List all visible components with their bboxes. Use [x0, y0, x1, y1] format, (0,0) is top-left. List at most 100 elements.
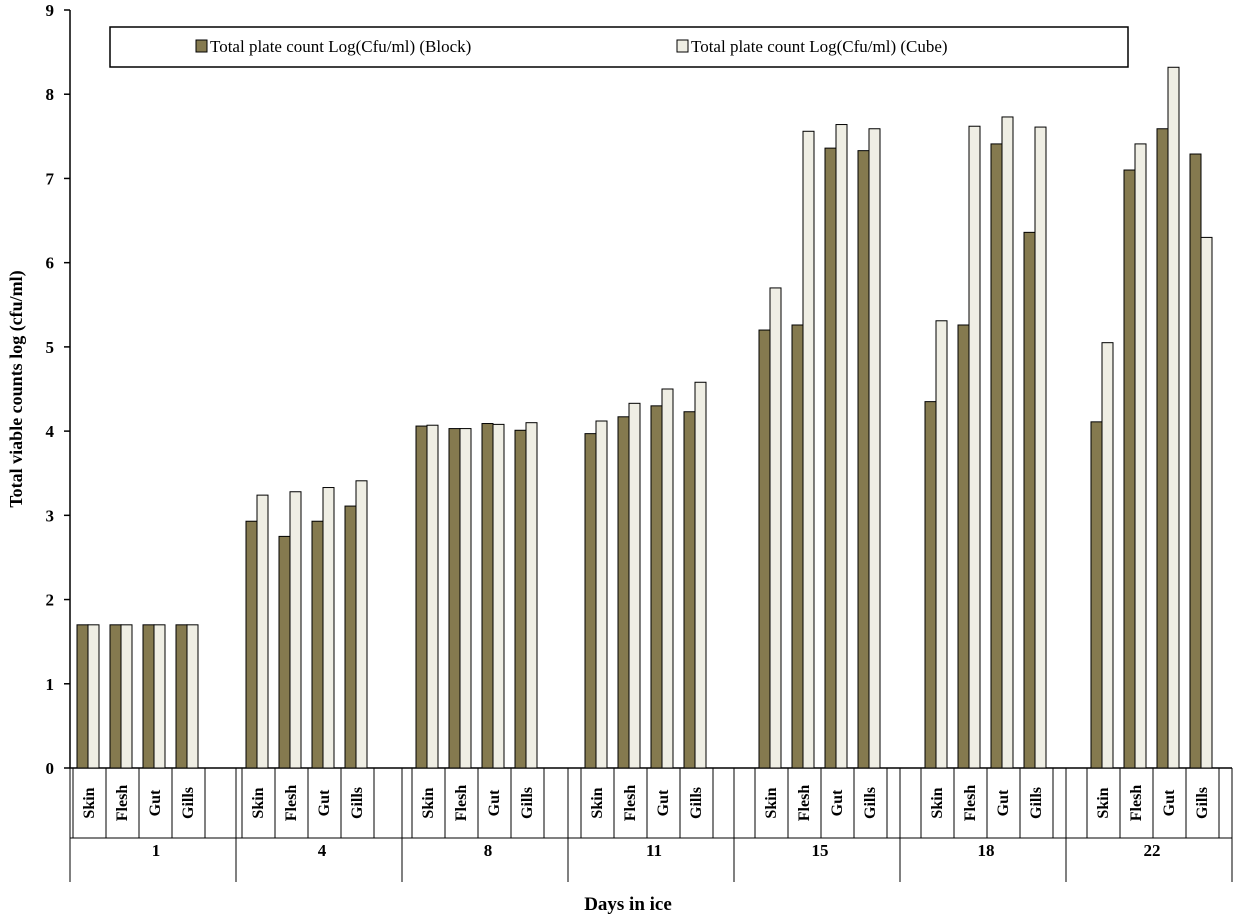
y-tick-label: 8	[46, 85, 55, 104]
bar-cube-day18-gills	[1034, 126, 1047, 769]
group-label: 8	[484, 841, 493, 860]
bar-cube-day8-skin	[426, 424, 439, 769]
group-label: 4	[318, 841, 327, 860]
subcategory-label: Flesh	[114, 785, 131, 822]
group-label: 22	[1144, 841, 1161, 860]
bar-block-day18-skin	[924, 401, 937, 769]
bar-block-day18-gut	[990, 143, 1003, 769]
bar-block-day22-gut	[1156, 128, 1169, 769]
bar-block-day22-gills	[1189, 153, 1202, 769]
bar-cube-day11-gut	[661, 388, 674, 769]
bar-cube-day15-gut	[835, 124, 848, 769]
bar-cube-day15-skin	[769, 287, 782, 769]
legend: Total plate count Log(Cfu/ml) (Block) To…	[109, 26, 1129, 68]
subcategory-label: Flesh	[962, 785, 979, 822]
bar-block-day15-skin	[758, 329, 771, 769]
bar-cube-day4-skin	[256, 494, 269, 769]
bar-cube-day4-flesh	[289, 491, 302, 769]
group-label: 11	[646, 841, 662, 860]
legend-swatch-block	[195, 39, 208, 53]
bar-block-day4-flesh	[278, 535, 291, 769]
subcategory-label: Gut	[147, 789, 164, 816]
y-tick-label: 6	[46, 254, 55, 273]
bar-cube-day8-gills	[525, 422, 538, 769]
bar-block-day18-flesh	[957, 324, 970, 769]
subcategory-label: Gills	[1194, 787, 1211, 819]
legend-label-cube: Total plate count Log(Cfu/ml) (Cube)	[691, 37, 948, 56]
legend-label-block: Total plate count Log(Cfu/ml) (Block)	[210, 37, 471, 56]
bars	[76, 66, 1213, 769]
bar-cube-day22-flesh	[1134, 143, 1147, 769]
bar-cube-day11-gills	[694, 381, 707, 769]
y-tick-label: 9	[46, 1, 55, 20]
bar-block-day11-skin	[584, 433, 597, 769]
bar-cube-day1-skin	[87, 624, 100, 769]
bar-cube-day22-gut	[1167, 66, 1180, 769]
y-tick-label: 1	[46, 675, 55, 694]
bar-block-day11-gut	[650, 405, 663, 769]
bar-cube-day18-gut	[1001, 116, 1014, 769]
bar-block-day4-gills	[344, 505, 357, 769]
y-tick-label: 2	[46, 591, 55, 610]
y-tick-label: 3	[46, 506, 55, 525]
bar-block-day15-gut	[824, 147, 837, 769]
bar-block-day18-gills	[1023, 231, 1036, 769]
bar-block-day1-gut	[142, 624, 155, 769]
bar-cube-day4-gills	[355, 480, 368, 769]
legend-swatch-cube	[676, 39, 689, 53]
bar-block-day15-gills	[857, 150, 870, 769]
subcategory-label: Flesh	[283, 785, 300, 822]
subcategory-label: Gut	[655, 789, 672, 816]
subcategory-label: Gut	[1161, 789, 1178, 816]
subcategory-label: Gills	[862, 787, 879, 819]
subcategory-label: Skin	[250, 787, 267, 818]
bar-cube-day8-gut	[492, 423, 505, 769]
bar-block-day1-flesh	[109, 624, 122, 769]
y-axis-label: Total viable counts log (cfu/ml)	[6, 270, 27, 507]
bar-cube-day18-flesh	[968, 125, 981, 769]
bar-block-day8-gut	[481, 423, 494, 769]
subcategory-label: Gills	[349, 787, 366, 819]
subcategory-label: Skin	[763, 787, 780, 818]
subcategory-label: Gills	[1028, 787, 1045, 819]
bar-block-day4-skin	[245, 520, 258, 769]
bar-cube-day1-flesh	[120, 624, 133, 769]
group-label: 18	[978, 841, 995, 860]
bar-block-day15-flesh	[791, 324, 804, 769]
bar-block-day22-flesh	[1123, 169, 1136, 769]
subcategory-label: Skin	[420, 787, 437, 818]
y-tick-label: 5	[46, 338, 55, 357]
subcategory-label: Flesh	[453, 785, 470, 822]
bar-cube-day15-flesh	[802, 130, 815, 769]
bar-cube-day11-skin	[595, 420, 608, 769]
x-axis-label: Days in ice	[584, 894, 672, 914]
subcategory-label: Gut	[316, 789, 333, 816]
bar-block-day11-flesh	[617, 416, 630, 769]
bar-cube-day22-gills	[1200, 236, 1213, 769]
x-axis-labels: Skin Flesh Gut Gills 1 Skin Flesh Gut Gills 4 Skin…	[81, 785, 1211, 860]
y-tick-label: 0	[46, 759, 55, 778]
bar-cube-day11-flesh	[628, 402, 641, 769]
subcategory-label: Flesh	[796, 785, 813, 822]
subcategory-label: Gills	[688, 787, 705, 819]
group-label: 15	[812, 841, 829, 860]
bar-cube-day4-gut	[322, 487, 335, 769]
bar-cube-day1-gills	[186, 624, 199, 769]
bar-cube-day15-gills	[868, 128, 881, 769]
bar-block-day4-gut	[311, 520, 324, 769]
bar-block-day22-skin	[1090, 421, 1103, 769]
bar-block-day8-gills	[514, 429, 527, 769]
bar-cube-day1-gut	[153, 624, 166, 769]
bar-block-day8-skin	[415, 425, 428, 769]
subcategory-label: Skin	[1095, 787, 1112, 818]
legend-box	[109, 26, 1129, 68]
subcategory-label: Flesh	[1128, 785, 1145, 822]
subcategory-label: Skin	[929, 787, 946, 818]
subcategory-label: Gills	[519, 787, 536, 819]
subcategory-label: Flesh	[622, 785, 639, 822]
bar-block-day1-gills	[175, 624, 188, 769]
subcategory-label: Skin	[589, 787, 606, 818]
bar-block-day11-gills	[683, 411, 696, 769]
subcategory-label: Gut	[829, 789, 846, 816]
